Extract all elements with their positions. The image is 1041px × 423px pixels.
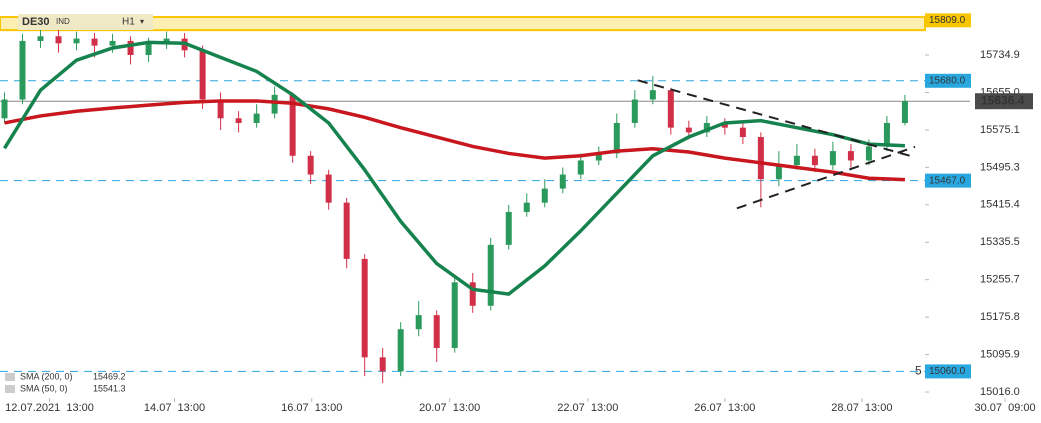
candle-body	[73, 38, 80, 44]
candle-body	[289, 94, 296, 156]
last-price-box	[975, 93, 1033, 110]
legend-name: SMA (50, 0)	[20, 383, 68, 393]
candle-body	[37, 36, 44, 41]
x-tick-label: 30.07 09:00	[974, 402, 1035, 414]
candle-body	[775, 165, 782, 180]
candle-body	[577, 160, 584, 175]
candle-body	[451, 282, 458, 348]
candle-body	[1, 99, 8, 119]
y-tick-label: 15016.0	[980, 386, 1020, 398]
x-tick-label: 28.07 13:00	[831, 402, 892, 414]
y-tick-label: 15095.9	[980, 348, 1020, 360]
candle-body	[253, 113, 260, 123]
candle-body	[667, 90, 674, 128]
level-label-box	[925, 73, 971, 88]
candle-body	[127, 40, 134, 55]
candle-body	[343, 202, 350, 259]
x-tick-label: 16.07 13:00	[281, 402, 342, 414]
y-tick-label: 15575.1	[980, 124, 1020, 136]
sma-line	[4, 99, 905, 182]
legend-value: 15469.2	[93, 371, 126, 381]
candle-body	[613, 122, 620, 154]
candle-body	[109, 40, 116, 46]
candle-body	[163, 38, 170, 44]
candle-body	[361, 258, 368, 358]
candle-body	[487, 244, 494, 306]
candle-body	[145, 43, 152, 55]
candle-body	[883, 122, 890, 147]
candle-body	[55, 36, 62, 44]
zone-label: 15809.0	[929, 15, 966, 26]
candle-body	[793, 155, 800, 166]
y-tick-label: 15175.8	[980, 311, 1020, 323]
legend-name: SMA (200, 0)	[20, 371, 73, 381]
candle-body	[469, 282, 476, 306]
sma-line	[3, 40, 906, 296]
last-price-label: 15636.4	[981, 93, 1025, 107]
candle-body	[91, 38, 98, 46]
candle-body	[19, 40, 26, 100]
legend-value: 15541.3	[93, 383, 126, 393]
x-tick-label: 12.07.2021 13:00	[5, 402, 94, 414]
candle-body	[847, 151, 854, 161]
candle-body	[235, 118, 242, 123]
candle-body	[217, 99, 224, 119]
candle-body	[757, 137, 764, 180]
candle-body	[505, 212, 512, 245]
candle-body	[865, 146, 872, 161]
candle-body	[901, 101, 908, 123]
level-label-box	[925, 173, 971, 188]
candle-body	[703, 122, 710, 133]
candle-body	[649, 90, 656, 100]
candle-body	[325, 174, 332, 203]
candle-body	[397, 329, 404, 372]
level-label: 15680.0	[929, 75, 966, 86]
candle-body	[829, 151, 836, 166]
candle-body	[631, 99, 638, 123]
y-tick-label: 15734.9	[980, 49, 1020, 61]
x-tick-label: 20.07 13:00	[419, 402, 480, 414]
candle-body	[541, 188, 548, 203]
x-tick-label: 26.07 13:00	[694, 402, 755, 414]
candle-body	[523, 202, 530, 213]
zone-label-box	[925, 13, 971, 28]
timeframe: H1	[122, 17, 135, 28]
trendline	[736, 145, 916, 210]
candle-body	[199, 50, 206, 100]
y-tick-label: 15415.4	[980, 199, 1020, 211]
level-label: 15060.0	[929, 366, 966, 377]
y-tick-label: 15255.7	[980, 274, 1020, 286]
x-tick-label: 22.07 13:00	[557, 402, 618, 414]
candle-body	[721, 122, 728, 128]
candle-body	[811, 155, 818, 166]
candle-body	[379, 357, 386, 372]
level-label-box	[925, 364, 971, 379]
candle-body	[415, 315, 422, 330]
candle-body	[739, 127, 746, 138]
market: IND	[56, 17, 70, 26]
y-tick-label: 15335.5	[980, 236, 1020, 248]
toolbar-bg	[18, 14, 153, 30]
level-badge: 5	[915, 364, 922, 378]
candle-body	[271, 94, 278, 114]
candle-body	[433, 315, 440, 348]
symbol: DE30	[22, 16, 50, 28]
trendline	[637, 79, 916, 159]
candle-body	[595, 153, 602, 161]
x-tick-label: 14.07 13:00	[144, 402, 205, 414]
legend-icon	[5, 373, 15, 381]
candle-body	[559, 174, 566, 189]
dropdown-arrow: ▾	[140, 17, 144, 26]
y-tick-label: 15495.3	[980, 161, 1020, 173]
level-label: 15467.0	[929, 175, 966, 186]
legend-icon	[5, 385, 15, 393]
candle-body	[307, 155, 314, 175]
candle-body	[685, 127, 692, 133]
